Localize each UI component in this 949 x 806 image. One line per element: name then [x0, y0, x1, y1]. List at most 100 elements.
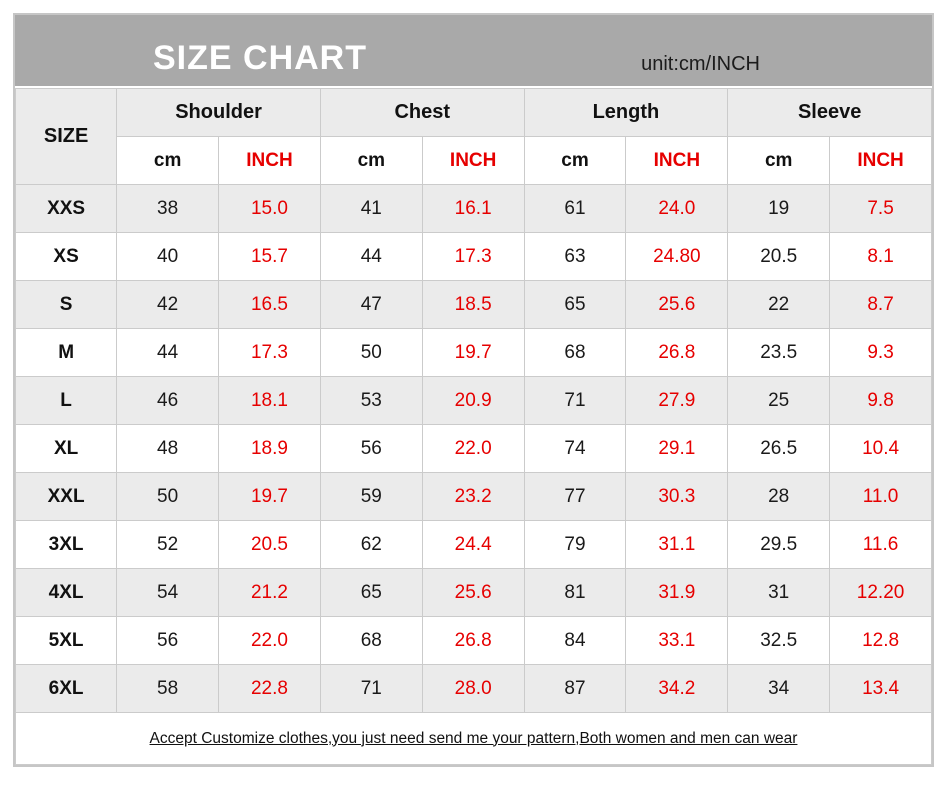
measurement-cell: 68: [523, 328, 627, 377]
size-label: 3XL: [14, 520, 118, 569]
measurement-cell: 25: [727, 376, 831, 425]
measurement-cell: 61: [523, 184, 627, 233]
unit-label: unit:cm/INCH: [641, 53, 760, 75]
measurement-cell: 20.9: [421, 376, 525, 425]
measurement-cell: 50: [319, 328, 423, 377]
table-row: XL 48 18.9 56 22.0 74 29.1 26.5 10.4: [14, 424, 932, 473]
table-row: XXL 50 19.7 59 23.2 77 30.3 28 11.0: [14, 472, 932, 521]
chart-title: SIZE CHART: [153, 39, 367, 77]
table-row: M 44 17.3 50 19.7 68 26.8 23.5 9.3: [14, 328, 932, 377]
measurement-cell: 79: [523, 520, 627, 569]
size-label: XXL: [14, 472, 118, 521]
measurement-cell: 65: [319, 568, 423, 617]
group-header-sleeve: Sleeve: [727, 88, 932, 137]
measurement-cell: 31.1: [625, 520, 729, 569]
size-table: SIZE Shoulder Chest Length Sleeve cm INC…: [14, 88, 932, 765]
measurement-cell: 53: [319, 376, 423, 425]
measurement-cell: 19.7: [421, 328, 525, 377]
measurement-cell: 9.3: [829, 328, 932, 377]
group-header-row: SIZE Shoulder Chest Length Sleeve: [14, 88, 932, 185]
measurement-cell: 24.4: [421, 520, 525, 569]
measurement-cell: 59: [319, 472, 423, 521]
size-label: XS: [14, 232, 118, 281]
measurement-cell: 29.1: [625, 424, 729, 473]
measurement-cell: 17.3: [421, 232, 525, 281]
measurement-cell: 17.3: [218, 328, 321, 377]
measurement-cell: 15.7: [218, 232, 321, 281]
measurement-cell: 28: [727, 472, 831, 521]
title-band: SIZE CHART unit:cm/INCH: [15, 15, 932, 88]
measurement-cell: 25.6: [625, 280, 729, 329]
measurement-cell: 74: [523, 424, 627, 473]
measurement-cell: 24.0: [625, 184, 729, 233]
group-header-length: Length: [523, 88, 729, 137]
measurement-cell: 56: [116, 616, 220, 665]
measurement-cell: 20.5: [727, 232, 831, 281]
measurement-cell: 47: [319, 280, 423, 329]
measurement-cell: 27.9: [625, 376, 729, 425]
footer-note: Accept Customize clothes,you just need s…: [149, 729, 798, 747]
measurement-cell: 33.1: [625, 616, 729, 665]
unit-header-inch: INCH: [625, 136, 729, 185]
size-chart: SIZE CHART unit:cm/INCH SIZE Shoulder Ch…: [13, 13, 934, 767]
size-label: 5XL: [14, 616, 118, 665]
size-label: M: [14, 328, 118, 377]
measurement-cell: 26.8: [625, 328, 729, 377]
measurement-cell: 41: [319, 184, 423, 233]
measurement-cell: 15.0: [218, 184, 321, 233]
measurement-cell: 19: [727, 184, 831, 233]
size-label: S: [14, 280, 118, 329]
measurement-cell: 22: [727, 280, 831, 329]
group-header-shoulder: Shoulder: [116, 88, 321, 137]
measurement-cell: 25.6: [421, 568, 525, 617]
measurement-cell: 81: [523, 568, 627, 617]
measurement-cell: 12.8: [829, 616, 932, 665]
size-table-header: SIZE Shoulder Chest Length Sleeve cm INC…: [14, 88, 932, 185]
group-header-chest: Chest: [319, 88, 525, 137]
measurement-cell: 31: [727, 568, 831, 617]
measurement-cell: 58: [116, 664, 220, 713]
table-row: 4XL 54 21.2 65 25.6 81 31.9 31 12.20: [14, 568, 932, 617]
measurement-cell: 44: [319, 232, 423, 281]
measurement-cell: 56: [319, 424, 423, 473]
unit-header-row: cm INCH cm INCH cm INCH cm INCH: [16, 136, 932, 185]
measurement-cell: 65: [523, 280, 627, 329]
measurement-cell: 32.5: [727, 616, 831, 665]
measurement-cell: 23.5: [727, 328, 831, 377]
footer-note-cell: Accept Customize clothes,you just need s…: [15, 712, 932, 765]
measurement-cell: 48: [116, 424, 220, 473]
measurement-cell: 54: [116, 568, 220, 617]
table-row: 5XL 56 22.0 68 26.8 84 33.1 32.5 12.8: [14, 616, 932, 665]
measurement-cell: 20.5: [218, 520, 321, 569]
unit-header-cm: cm: [319, 136, 423, 185]
table-row: 6XL 58 22.8 71 28.0 87 34.2 34 13.4: [14, 664, 932, 713]
table-row: S 42 16.5 47 18.5 65 25.6 22 8.7: [14, 280, 932, 329]
measurement-cell: 11.0: [829, 472, 932, 521]
measurement-cell: 26.8: [421, 616, 525, 665]
measurement-cell: 71: [319, 664, 423, 713]
measurement-cell: 31.9: [625, 568, 729, 617]
measurement-cell: 9.8: [829, 376, 932, 425]
measurement-cell: 84: [523, 616, 627, 665]
measurement-cell: 8.7: [829, 280, 932, 329]
size-label: L: [14, 376, 118, 425]
size-column-header: SIZE: [14, 88, 118, 185]
measurement-cell: 44: [116, 328, 220, 377]
size-table-body: XXS 38 15.0 41 16.1 61 24.0 19 7.5 XS 40…: [14, 184, 932, 713]
size-label: XXS: [14, 184, 118, 233]
measurement-cell: 21.2: [218, 568, 321, 617]
unit-header-inch: INCH: [218, 136, 321, 185]
measurement-cell: 34: [727, 664, 831, 713]
size-label: 4XL: [14, 568, 118, 617]
measurement-cell: 16.1: [421, 184, 525, 233]
measurement-cell: 40: [116, 232, 220, 281]
unit-header-cm: cm: [116, 136, 220, 185]
size-label: XL: [14, 424, 118, 473]
measurement-cell: 8.1: [829, 232, 932, 281]
measurement-cell: 71: [523, 376, 627, 425]
table-row: L 46 18.1 53 20.9 71 27.9 25 9.8: [14, 376, 932, 425]
measurement-cell: 26.5: [727, 424, 831, 473]
measurement-cell: 19.7: [218, 472, 321, 521]
measurement-cell: 22.8: [218, 664, 321, 713]
